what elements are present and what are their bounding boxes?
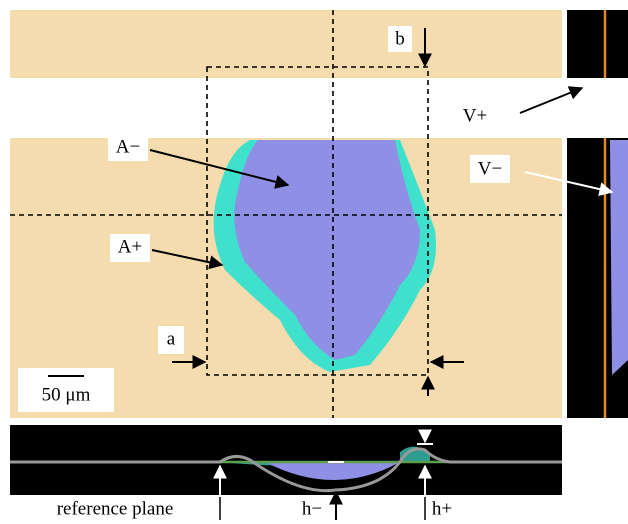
side-cavity [610,140,628,375]
scale-label: 50 μm [42,384,91,405]
label: a [167,328,176,349]
label: reference plane [57,498,174,519]
label: h− [302,498,322,519]
label: h+ [432,498,452,519]
label: A− [116,136,140,157]
label: A+ [118,236,142,257]
label: b [395,28,405,49]
depth-profile [10,425,562,495]
band [10,78,628,138]
figure: b V+ A− V− A+ a 50 μm reference plane h−… [0,0,628,524]
label: V+ [463,105,487,126]
label: V− [478,158,502,179]
